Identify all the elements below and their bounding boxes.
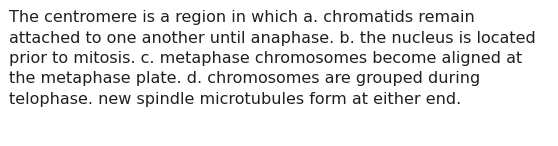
Text: The centromere is a region in which a. chromatids remain
attached to one another: The centromere is a region in which a. c… <box>9 10 536 107</box>
